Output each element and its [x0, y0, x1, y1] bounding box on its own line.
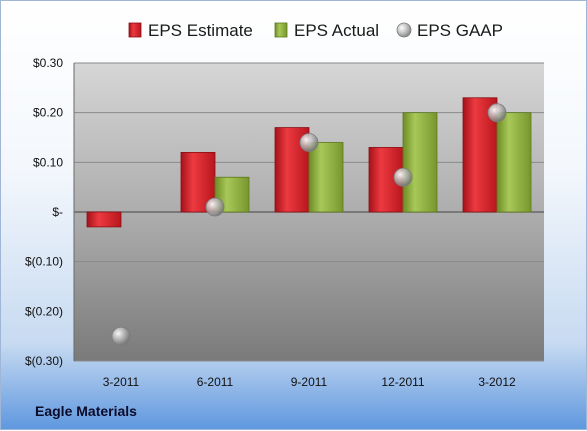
legend-label: EPS Actual — [294, 21, 379, 40]
y-tick-label: $0.10 — [33, 155, 63, 169]
x-tick-label: 3-2011 — [103, 375, 140, 389]
eps-gaap-marker — [299, 133, 319, 152]
eps-gaap-marker — [393, 167, 413, 187]
y-tick-label: $(0.20) — [25, 304, 63, 318]
y-tick-label: $0.30 — [33, 56, 63, 70]
y-tick-label: $- — [52, 205, 63, 219]
legend-swatch-estimate — [128, 22, 142, 38]
x-tick-label: 6-2011 — [197, 375, 234, 389]
legend-label: EPS GAAP — [417, 21, 503, 40]
x-tick-label: 9-2011 — [291, 375, 328, 389]
eps-estimate-bar — [86, 211, 122, 228]
eps-actual-bar — [308, 142, 344, 213]
eps-gaap-marker — [487, 103, 507, 123]
eps-gaap-marker — [205, 197, 225, 217]
eps-actual-bar — [214, 176, 250, 213]
y-tick-label: $(0.30) — [25, 354, 63, 368]
legend-label: EPS Estimate — [148, 21, 253, 40]
legend: EPS Estimate EPS Actual EPS GAAP — [128, 21, 503, 40]
eps-gaap-marker — [111, 326, 131, 346]
legend-swatch-actual — [274, 22, 288, 38]
y-tick-label: $(0.10) — [25, 255, 63, 269]
legend-swatch-gaap — [396, 22, 412, 38]
eps-actual-bar — [402, 112, 438, 213]
x-tick-label: 3-2012 — [478, 375, 516, 389]
x-tick-label: 12-2011 — [381, 375, 424, 389]
plot-area: $0.30 $0.20 $0.10 $- $(0.10) $(0.20) $(0.30) 3-… — [25, 56, 544, 389]
y-tick-label: $0.20 — [33, 106, 63, 120]
eps-actual-bar — [496, 112, 532, 213]
company-label: Eagle Materials — [35, 403, 137, 419]
